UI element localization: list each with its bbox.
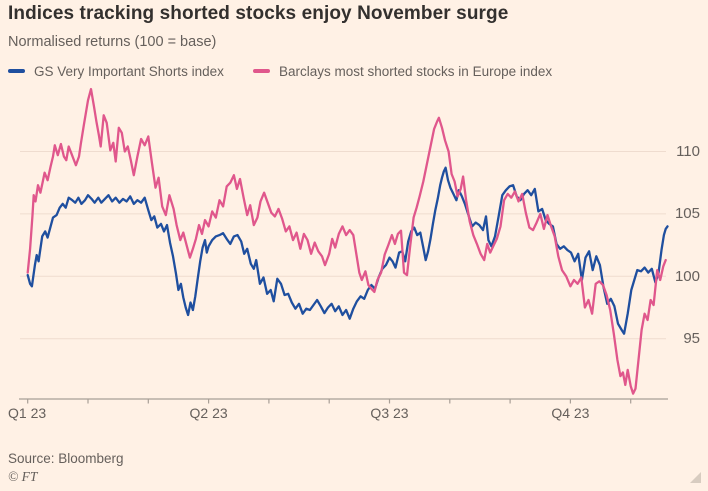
legend-item-gs: GS Very Important Shorts index bbox=[8, 63, 224, 79]
source-text: Source: Bloomberg bbox=[8, 451, 124, 466]
legend-label-barclays: Barclays most shorted stocks in Europe i… bbox=[279, 63, 553, 79]
legend-item-barclays: Barclays most shorted stocks in Europe i… bbox=[253, 63, 552, 79]
x-axis-label: Q1 23 bbox=[8, 405, 47, 421]
chart-legend: GS Very Important Shorts index Barclays … bbox=[0, 63, 708, 79]
x-axis-label: Q3 23 bbox=[370, 405, 409, 421]
x-axis-label: Q4 23 bbox=[551, 405, 590, 421]
chart-subtitle: Normalised returns (100 = base) bbox=[8, 34, 217, 50]
legend-swatch-gs-blue bbox=[8, 68, 25, 74]
copyright-text: © FT bbox=[8, 469, 38, 484]
y-axis-label: 105 bbox=[674, 205, 700, 223]
legend-swatch-barclays-pink bbox=[253, 68, 270, 74]
chart-title: Indices tracking shorted stocks enjoy No… bbox=[8, 3, 509, 24]
resize-handle-icon[interactable] bbox=[690, 472, 701, 483]
y-axis-label: 110 bbox=[676, 143, 700, 160]
x-axis-label: Q2 23 bbox=[189, 405, 228, 421]
series-line-barclays-pink bbox=[26, 87, 667, 395]
y-axis-label: 100 bbox=[674, 267, 700, 285]
series-line-gs-blue bbox=[26, 166, 669, 335]
y-axis-label: 95 bbox=[683, 330, 700, 348]
legend-label-gs: GS Very Important Shorts index bbox=[34, 63, 224, 79]
